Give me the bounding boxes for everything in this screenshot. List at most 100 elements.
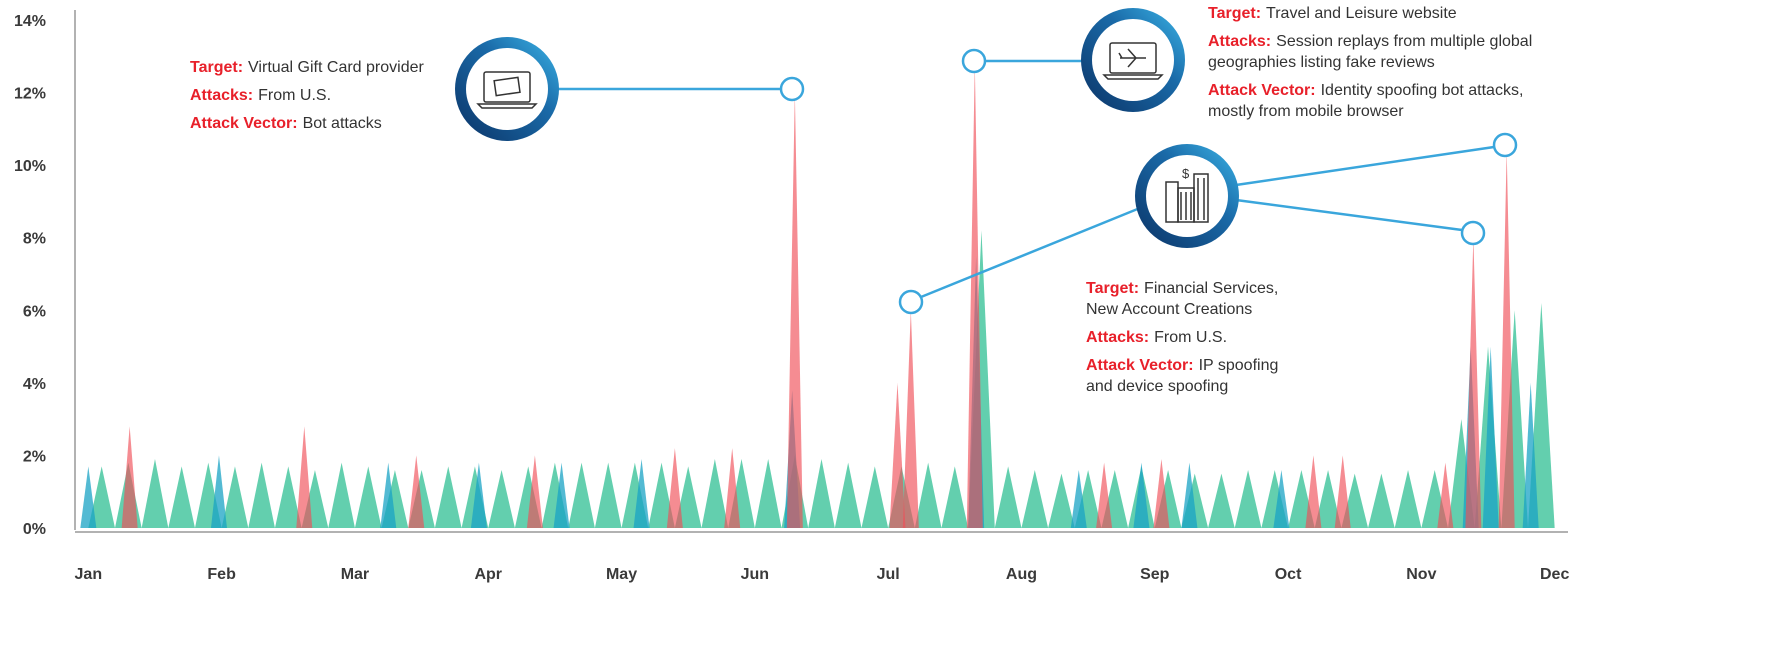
annotation-target: Target: Virtual Gift Card provider — [190, 59, 424, 76]
annotation-label: Attacks: — [1086, 329, 1149, 346]
spike — [80, 466, 97, 528]
annotation-text: geographies listing fake reviews — [1208, 54, 1435, 71]
spike — [380, 462, 397, 528]
spike — [701, 459, 729, 528]
x-tick-label: Oct — [1275, 566, 1302, 583]
x-tick-label: Mar — [341, 566, 369, 583]
spike — [1153, 459, 1170, 528]
annotation-text: IP spoofing — [1199, 357, 1279, 374]
y-tick-label: 2% — [23, 448, 46, 465]
x-tick-label: May — [606, 566, 637, 583]
svg-text:$: $ — [1182, 166, 1190, 181]
spike — [553, 462, 570, 528]
x-tick-label: Jul — [877, 566, 900, 583]
spike — [889, 382, 906, 528]
annotation-label: Target: — [1208, 5, 1261, 22]
spike — [1234, 469, 1262, 528]
spike — [488, 469, 515, 528]
x-tick-label: Apr — [474, 566, 502, 583]
y-tick-label: 8% — [23, 231, 46, 248]
y-tick-label: 10% — [14, 158, 46, 175]
spike — [594, 462, 622, 528]
spike — [1437, 462, 1454, 528]
annotation-attacks: Attacks: From U.S. — [1086, 329, 1227, 346]
spike — [354, 466, 382, 528]
annotation-label: Attacks: — [190, 87, 253, 104]
spike — [1133, 462, 1150, 528]
x-tick-label: Nov — [1406, 566, 1436, 583]
icon-travel — [1081, 8, 1185, 112]
spike — [808, 459, 835, 528]
y-tick-label: 6% — [23, 303, 46, 320]
spike — [861, 466, 889, 528]
spike — [786, 92, 803, 529]
annotation-label: Attacks: — [1208, 33, 1271, 50]
annotation-label: Target: — [1086, 280, 1139, 297]
spike — [666, 448, 683, 528]
icon-finance: $ — [1135, 144, 1239, 248]
spike — [941, 466, 969, 528]
spike — [328, 462, 355, 528]
annotation-text: From U.S. — [1154, 329, 1227, 346]
spike — [1070, 469, 1087, 528]
spike — [1334, 455, 1351, 528]
spike — [1021, 469, 1049, 528]
annotation-text: Session replays from multiple global — [1276, 33, 1532, 50]
spike — [1208, 473, 1235, 528]
annotation-attack-vector: Attack Vector: IP spoofing and device spoo… — [1086, 357, 1278, 395]
annotation-text: and device spoofing — [1086, 378, 1228, 395]
spike — [88, 466, 115, 528]
spike — [1048, 473, 1075, 528]
x-tick-label: Aug — [1006, 566, 1037, 583]
spike — [902, 310, 919, 528]
annotation-attacks: Attacks: Session replays from multiple gl… — [1208, 33, 1532, 71]
spike — [1314, 469, 1342, 528]
spike — [834, 462, 862, 528]
spike — [568, 462, 595, 528]
spike — [633, 459, 650, 528]
annotation-attacks: Attacks: From U.S. — [190, 87, 331, 104]
spike — [1368, 473, 1395, 528]
spike — [1522, 382, 1539, 528]
spike — [221, 466, 249, 528]
spike — [1465, 237, 1482, 528]
annotations: Target: Virtual Gift Card provider Attacks… — [190, 5, 1532, 395]
annotation-attack-vector: Attack Vector: Bot attacks — [190, 115, 382, 132]
spike — [168, 466, 195, 528]
annotation-label: Attack Vector: — [1086, 357, 1194, 374]
spike — [1305, 455, 1322, 528]
plot-marks — [80, 63, 1555, 529]
spike — [1096, 462, 1113, 528]
spike — [1482, 346, 1499, 528]
spike — [724, 448, 741, 528]
spike — [296, 426, 313, 528]
x-tick-label: Feb — [207, 566, 236, 583]
spike — [248, 462, 275, 528]
spike — [526, 455, 543, 528]
x-tick-label: Jun — [741, 566, 769, 583]
spike — [754, 459, 782, 528]
spike — [470, 462, 487, 528]
annotation-label: Attack Vector: — [190, 115, 298, 132]
spike — [674, 466, 702, 528]
icon-gift-card — [455, 37, 559, 141]
annotation-text: mostly from mobile browser — [1208, 103, 1404, 120]
annotation-attack-vector: Attack Vector: Identity spoofing bot atta… — [1208, 82, 1523, 120]
spike — [1181, 462, 1198, 528]
annotation-text: From U.S. — [258, 87, 331, 104]
annotation-label: Target: — [190, 59, 243, 76]
annotation-target: Target: Financial Services, New Account Cr… — [1086, 280, 1278, 318]
spike — [1273, 469, 1290, 528]
spike — [966, 63, 983, 529]
spike — [141, 459, 169, 528]
annotation-text: Identity spoofing bot attacks, — [1321, 82, 1524, 99]
annotation-label: Attack Vector: — [1208, 82, 1316, 99]
annotation-text: Travel and Leisure website — [1266, 5, 1457, 22]
x-tick-label: Dec — [1540, 566, 1569, 583]
spike — [648, 462, 675, 528]
annotation-text: Virtual Gift Card provider — [248, 59, 424, 76]
spike — [914, 462, 942, 528]
spike — [121, 426, 138, 528]
annotation-text: New Account Creations — [1086, 301, 1252, 318]
